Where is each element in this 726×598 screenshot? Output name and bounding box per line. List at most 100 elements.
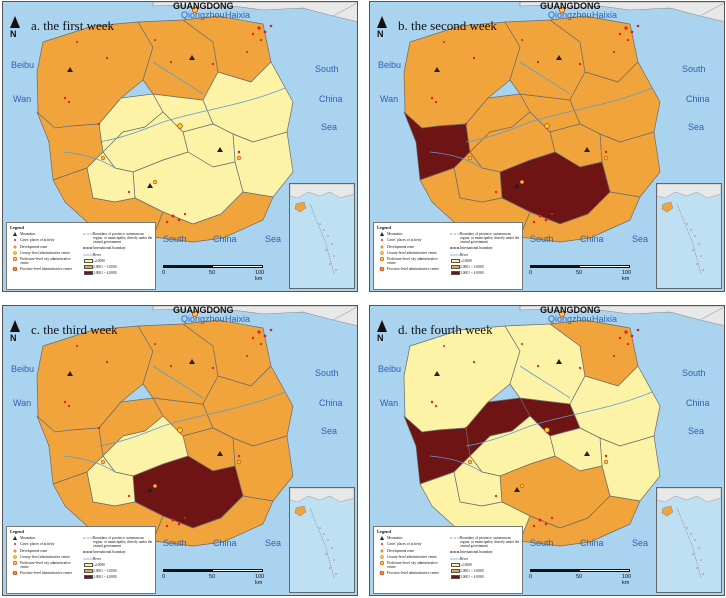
legend: Legend Mountains Cases' places of activit… <box>373 526 523 594</box>
legend-item-label: Development zone <box>387 244 415 249</box>
label-south-bottom: South <box>163 234 187 244</box>
legend-item: Cases' places of activity <box>377 542 447 546</box>
scale-zero: 0 <box>162 574 166 580</box>
island-map <box>403 2 724 243</box>
legend-item-label: Boundary of province, autonomous region,… <box>460 536 520 548</box>
legend: Legend Mountains Cases' places of activit… <box>6 222 156 290</box>
panel-title: b. the second week <box>398 18 497 33</box>
region-S <box>519 495 641 547</box>
province-centre-icon <box>377 571 387 576</box>
dev-zone-icon <box>377 549 387 553</box>
legend-title: Legend <box>377 529 391 534</box>
legend-item: Cases' places of activity <box>10 542 80 546</box>
legend-item: ≤2.0000 <box>83 258 153 263</box>
case-points <box>63 24 273 224</box>
inset-map-graphic <box>290 488 354 579</box>
dev-zone-icon <box>377 245 387 249</box>
label-guangdong: GUANGDONG <box>540 1 601 11</box>
label-guangdong: GUANGDONG <box>173 1 234 11</box>
legend-item: County-level administrative centre <box>10 555 80 559</box>
legend-item-label: Development zone <box>20 244 48 249</box>
legend: Legend Mountains Cases' places of activit… <box>373 222 523 290</box>
label-wan: Wan <box>380 398 399 408</box>
intl-boundary-icon <box>83 550 93 554</box>
legend-item-label: County-level administrative centre <box>387 554 437 559</box>
legend-item-label: 2.0001 ~ 3.0000 <box>93 569 117 574</box>
label-south-east: South <box>682 368 706 378</box>
legend-item-label: Mountains <box>20 536 36 540</box>
legend-item: River <box>450 253 520 257</box>
label-sea-bottom: Sea <box>632 234 649 244</box>
swatch-mid <box>450 569 460 574</box>
river-north <box>152 365 204 399</box>
rivers <box>429 61 653 169</box>
label-guangdong: GUANGDONG <box>173 305 234 315</box>
legend-item: River <box>83 253 153 257</box>
legend-item: Development zone <box>377 549 447 553</box>
dev-zone-icon <box>10 245 20 249</box>
legend-item-label: Development zone <box>20 548 48 553</box>
inset-map-graphic <box>657 184 721 275</box>
legend-item-label: 2.0001 ~ 3.0000 <box>460 265 484 270</box>
prefecture-centre-icon <box>377 257 387 262</box>
legend-item: Province-level administrative centre <box>10 571 80 576</box>
river-main <box>98 391 286 447</box>
legend-item-label: Province-level administrative centre <box>387 571 440 576</box>
admin-centres <box>467 311 609 489</box>
legend-item: Boundary of province, autonomous region,… <box>83 232 153 244</box>
legend-item: Boundary of province, autonomous region,… <box>83 536 153 548</box>
legend-item-label: ≤2.0000 <box>93 562 105 567</box>
legend-item: 3.0001 ~ 4.0000 <box>83 575 153 580</box>
label-china-bottom: China <box>580 538 604 548</box>
island-map <box>36 306 357 547</box>
legend-item-label: 3.0001 ~ 4.0000 <box>460 271 484 276</box>
inset-map <box>656 487 722 593</box>
intl-boundary-icon <box>450 550 460 554</box>
legend-title: Legend <box>10 225 24 230</box>
legend-item: Cases' places of activity <box>10 238 80 242</box>
case-dot-icon <box>10 238 20 242</box>
scale-bar-graphic <box>163 265 263 268</box>
legend-item-label: 3.0001 ~ 4.0000 <box>460 575 484 580</box>
legend-item: Province-level administrative centre <box>377 571 447 576</box>
inset-coast <box>332 2 357 22</box>
river-west <box>62 151 116 169</box>
legend-item: International boundary <box>450 550 520 554</box>
north-arrow: N <box>377 320 387 343</box>
legend-item: Prefecture-level city administrative cen… <box>377 561 447 569</box>
county-centre-icon <box>10 555 20 559</box>
scale-zero: 0 <box>162 270 166 276</box>
river-north <box>519 365 571 399</box>
legend-col-right: Boundary of province, autonomous region,… <box>450 232 520 278</box>
mountain-icon <box>10 232 20 236</box>
case-dot-icon <box>377 542 387 546</box>
inset-map-graphic <box>657 488 721 579</box>
panel-title: a. the first week <box>31 18 115 33</box>
label-sea-bottom: Sea <box>265 538 282 548</box>
label-haixia: Haixia <box>592 314 618 324</box>
label-south-east: South <box>682 64 706 74</box>
prefecture-centre-icon <box>10 257 20 262</box>
river-north <box>152 61 204 95</box>
legend-item-label: Boundary of province, autonomous region,… <box>93 536 153 548</box>
admin-centres <box>467 7 609 185</box>
legend-item-label: ≤2.0000 <box>460 258 472 263</box>
swatch-light <box>450 562 460 567</box>
scale-bar-graphic <box>530 265 630 268</box>
legend-col-right: Boundary of province, autonomous region,… <box>83 536 153 582</box>
inset-coast <box>332 306 357 326</box>
county-centre-icon <box>377 251 387 255</box>
admin-centres <box>100 7 242 185</box>
legend-item-label: Province-level administrative centre <box>20 267 73 272</box>
legend-col-right: Boundary of province, autonomous region,… <box>83 232 153 278</box>
label-south-east: South <box>315 368 339 378</box>
legend-item: ≤2.0000 <box>450 562 520 567</box>
label-beibu: Beibu <box>11 364 35 374</box>
inset-map-graphic <box>290 184 354 275</box>
label-sea-bottom: Sea <box>265 234 282 244</box>
legend-item-label: ≤2.0000 <box>460 562 472 567</box>
label-haixia: Haixia <box>225 314 251 324</box>
north-arrow: N <box>10 16 20 39</box>
scale-bar: 0 50 100 km <box>162 264 273 284</box>
scale-bar: 0 50 100 km <box>529 264 640 284</box>
